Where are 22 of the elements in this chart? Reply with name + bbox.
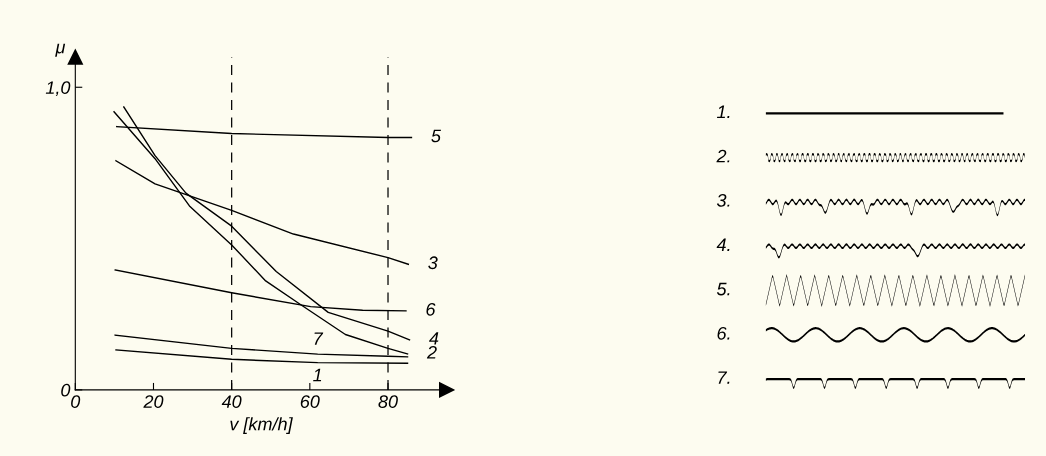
y-tick-label: 1,0 [45,81,71,97]
x-tick-label: 20 [143,395,164,408]
text: 7. [718,371,730,384]
text: 5. [716,282,730,296]
annotation: 1 [313,368,322,382]
x-tick-label: 80 [378,395,398,408]
annotation: 5 [431,129,441,143]
annotation: 4 [429,332,439,345]
x-tick-label: 40 [221,395,242,408]
x-tick-label: 60 [300,395,320,408]
text: 6. [717,326,730,340]
x-tick-label: 0 [71,395,81,408]
text: 4. [716,238,730,251]
y-axis-title: μ [55,43,66,57]
text: 3. [716,194,730,207]
annotation: 7 [314,332,324,345]
text: 1. [716,105,730,119]
x-axis-title: v [km/h] [230,417,293,434]
annotation: 3 [428,256,438,270]
text: 2. [716,149,730,163]
annotation: 2 [426,345,437,359]
annotation: 6 [426,302,436,316]
